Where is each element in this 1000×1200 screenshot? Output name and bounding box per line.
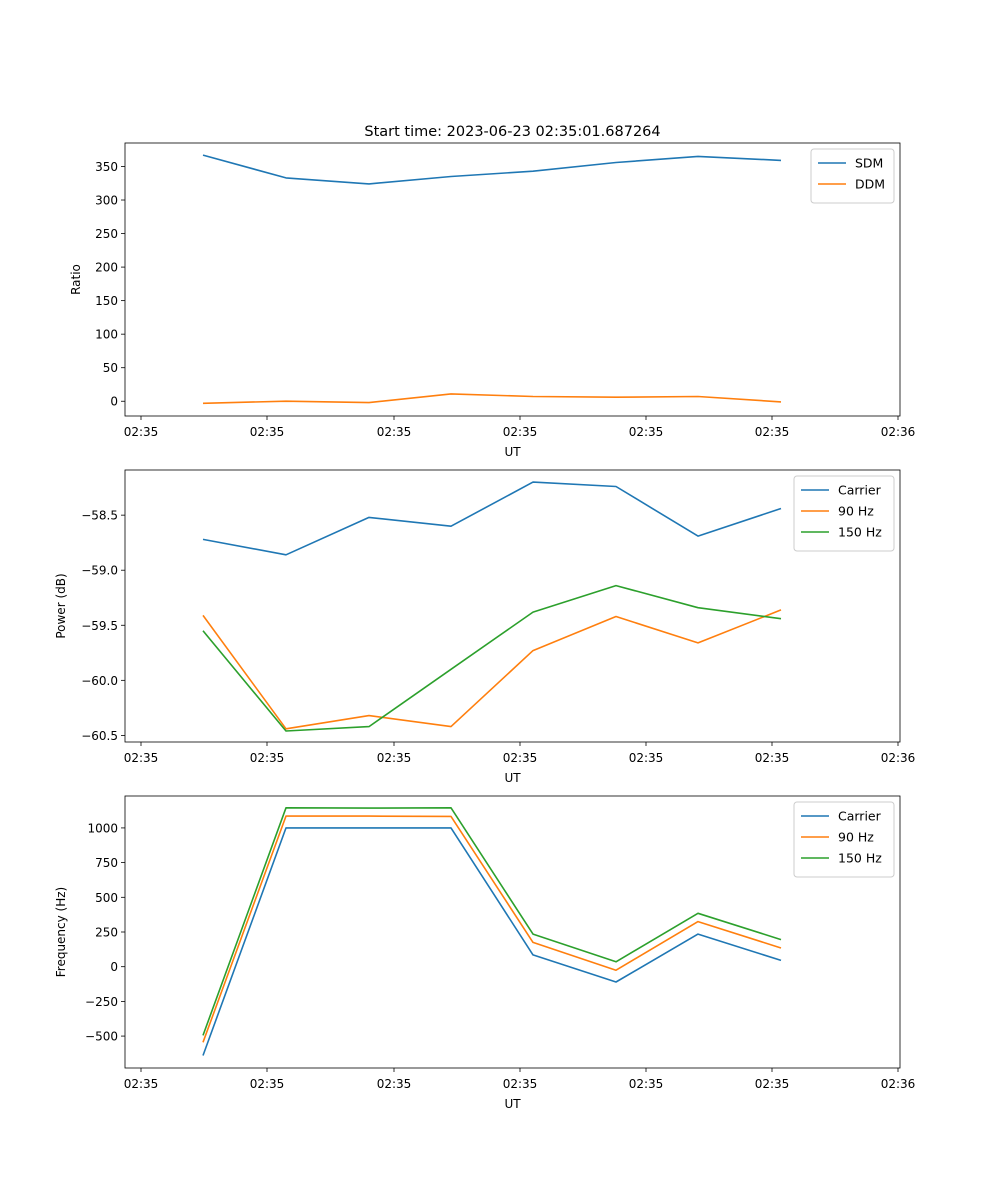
x-tick-label: 02:35 bbox=[124, 751, 159, 765]
x-tick-label: 02:35 bbox=[377, 751, 412, 765]
x-tick-label: 02:35 bbox=[377, 1077, 412, 1091]
y-tick-label: −250 bbox=[85, 995, 118, 1009]
y-tick-label: 100 bbox=[95, 328, 118, 342]
y-tick-label: 0 bbox=[110, 395, 118, 409]
y-tick-label: −58.5 bbox=[81, 509, 118, 523]
y-tick-label: 300 bbox=[95, 194, 118, 208]
legend-label: 150 Hz bbox=[838, 525, 882, 540]
series-line-carrier bbox=[202, 827, 782, 1056]
series-line-150-hz bbox=[202, 584, 782, 732]
legend-label: Carrier bbox=[838, 483, 882, 498]
x-tick-label: 02:35 bbox=[250, 751, 285, 765]
y-tick-label: −60.0 bbox=[81, 674, 118, 688]
legend: Carrier 90 Hz 150 Hz bbox=[793, 475, 895, 552]
x-tick-label: 02:35 bbox=[755, 751, 790, 765]
legend-label: Carrier bbox=[838, 809, 882, 824]
x-tick-label: 02:35 bbox=[503, 1077, 538, 1091]
x-tick-label: 02:36 bbox=[881, 425, 916, 439]
x-tick-label: 02:36 bbox=[881, 1077, 916, 1091]
legend-label: 90 Hz bbox=[838, 504, 874, 519]
y-axis-label: Power (dB) bbox=[54, 573, 68, 638]
legend-label: 150 Hz bbox=[838, 851, 882, 866]
y-tick-label: 500 bbox=[95, 891, 118, 905]
y-tick-label: 250 bbox=[95, 227, 118, 241]
y-tick-label: −59.5 bbox=[81, 619, 118, 633]
x-axis-label: UT bbox=[504, 771, 521, 785]
x-tick-label: 02:35 bbox=[755, 1077, 790, 1091]
power-panel: −60.5 −60.0 −59.5 −59.0 −58.5 02:35 02:35 02:35… bbox=[54, 469, 916, 785]
series-line-90-hz bbox=[202, 815, 782, 1043]
legend-label: 90 Hz bbox=[838, 830, 874, 845]
y-tick-label: −59.0 bbox=[81, 564, 118, 578]
y-tick-label: −500 bbox=[85, 1030, 118, 1044]
ratio-panel: 0 50 100 150 200 250 300 350 02:35 02:35 02:35 02:3… bbox=[69, 142, 916, 459]
x-tick-label: 02:35 bbox=[503, 751, 538, 765]
series-line-sdm bbox=[202, 154, 782, 185]
y-tick-label: 750 bbox=[95, 856, 118, 870]
x-tick-label: 02:35 bbox=[755, 425, 790, 439]
y-tick-label: 250 bbox=[95, 926, 118, 940]
x-tick-label: 02:35 bbox=[250, 425, 285, 439]
x-tick-label: 02:35 bbox=[250, 1077, 285, 1091]
x-tick-label: 02:35 bbox=[377, 425, 412, 439]
legend-label: DDM bbox=[855, 177, 885, 192]
x-tick-label: 02:35 bbox=[629, 1077, 664, 1091]
y-axis-label: Frequency (Hz) bbox=[54, 887, 68, 978]
frequency-panel: −500 −250 0 250 500 750 1000 02:35 02:35 02:35 02:… bbox=[54, 795, 916, 1111]
x-tick-label: 02:35 bbox=[629, 425, 664, 439]
x-tick-label: 02:35 bbox=[503, 425, 538, 439]
series-line-90-hz bbox=[202, 609, 782, 730]
y-tick-label: 50 bbox=[103, 361, 118, 375]
y-tick-label: 200 bbox=[95, 261, 118, 275]
x-axis-label: UT bbox=[504, 445, 521, 459]
y-tick-label: −60.5 bbox=[81, 729, 118, 743]
series-line-carrier bbox=[202, 481, 782, 556]
y-tick-label: 350 bbox=[95, 160, 118, 174]
legend-label: SDM bbox=[855, 156, 883, 171]
x-tick-label: 02:36 bbox=[881, 751, 916, 765]
legend: SDM DDM bbox=[810, 148, 895, 204]
axes-frame bbox=[124, 142, 901, 417]
y-tick-label: 1000 bbox=[87, 821, 118, 835]
axes-frame bbox=[124, 469, 901, 743]
x-tick-label: 02:35 bbox=[124, 1077, 159, 1091]
figure-title: Start time: 2023-06-23 02:35:01.687264 bbox=[364, 124, 660, 140]
x-tick-label: 02:35 bbox=[629, 751, 664, 765]
series-line-150-hz bbox=[202, 806, 782, 1036]
x-tick-label: 02:35 bbox=[124, 425, 159, 439]
y-tick-label: 0 bbox=[110, 960, 118, 974]
y-axis-label: Ratio bbox=[69, 264, 83, 295]
x-axis-label: UT bbox=[504, 1097, 521, 1111]
y-tick-label: 150 bbox=[95, 294, 118, 308]
series-line-ddm bbox=[202, 393, 782, 405]
legend: Carrier 90 Hz 150 Hz bbox=[793, 801, 895, 878]
